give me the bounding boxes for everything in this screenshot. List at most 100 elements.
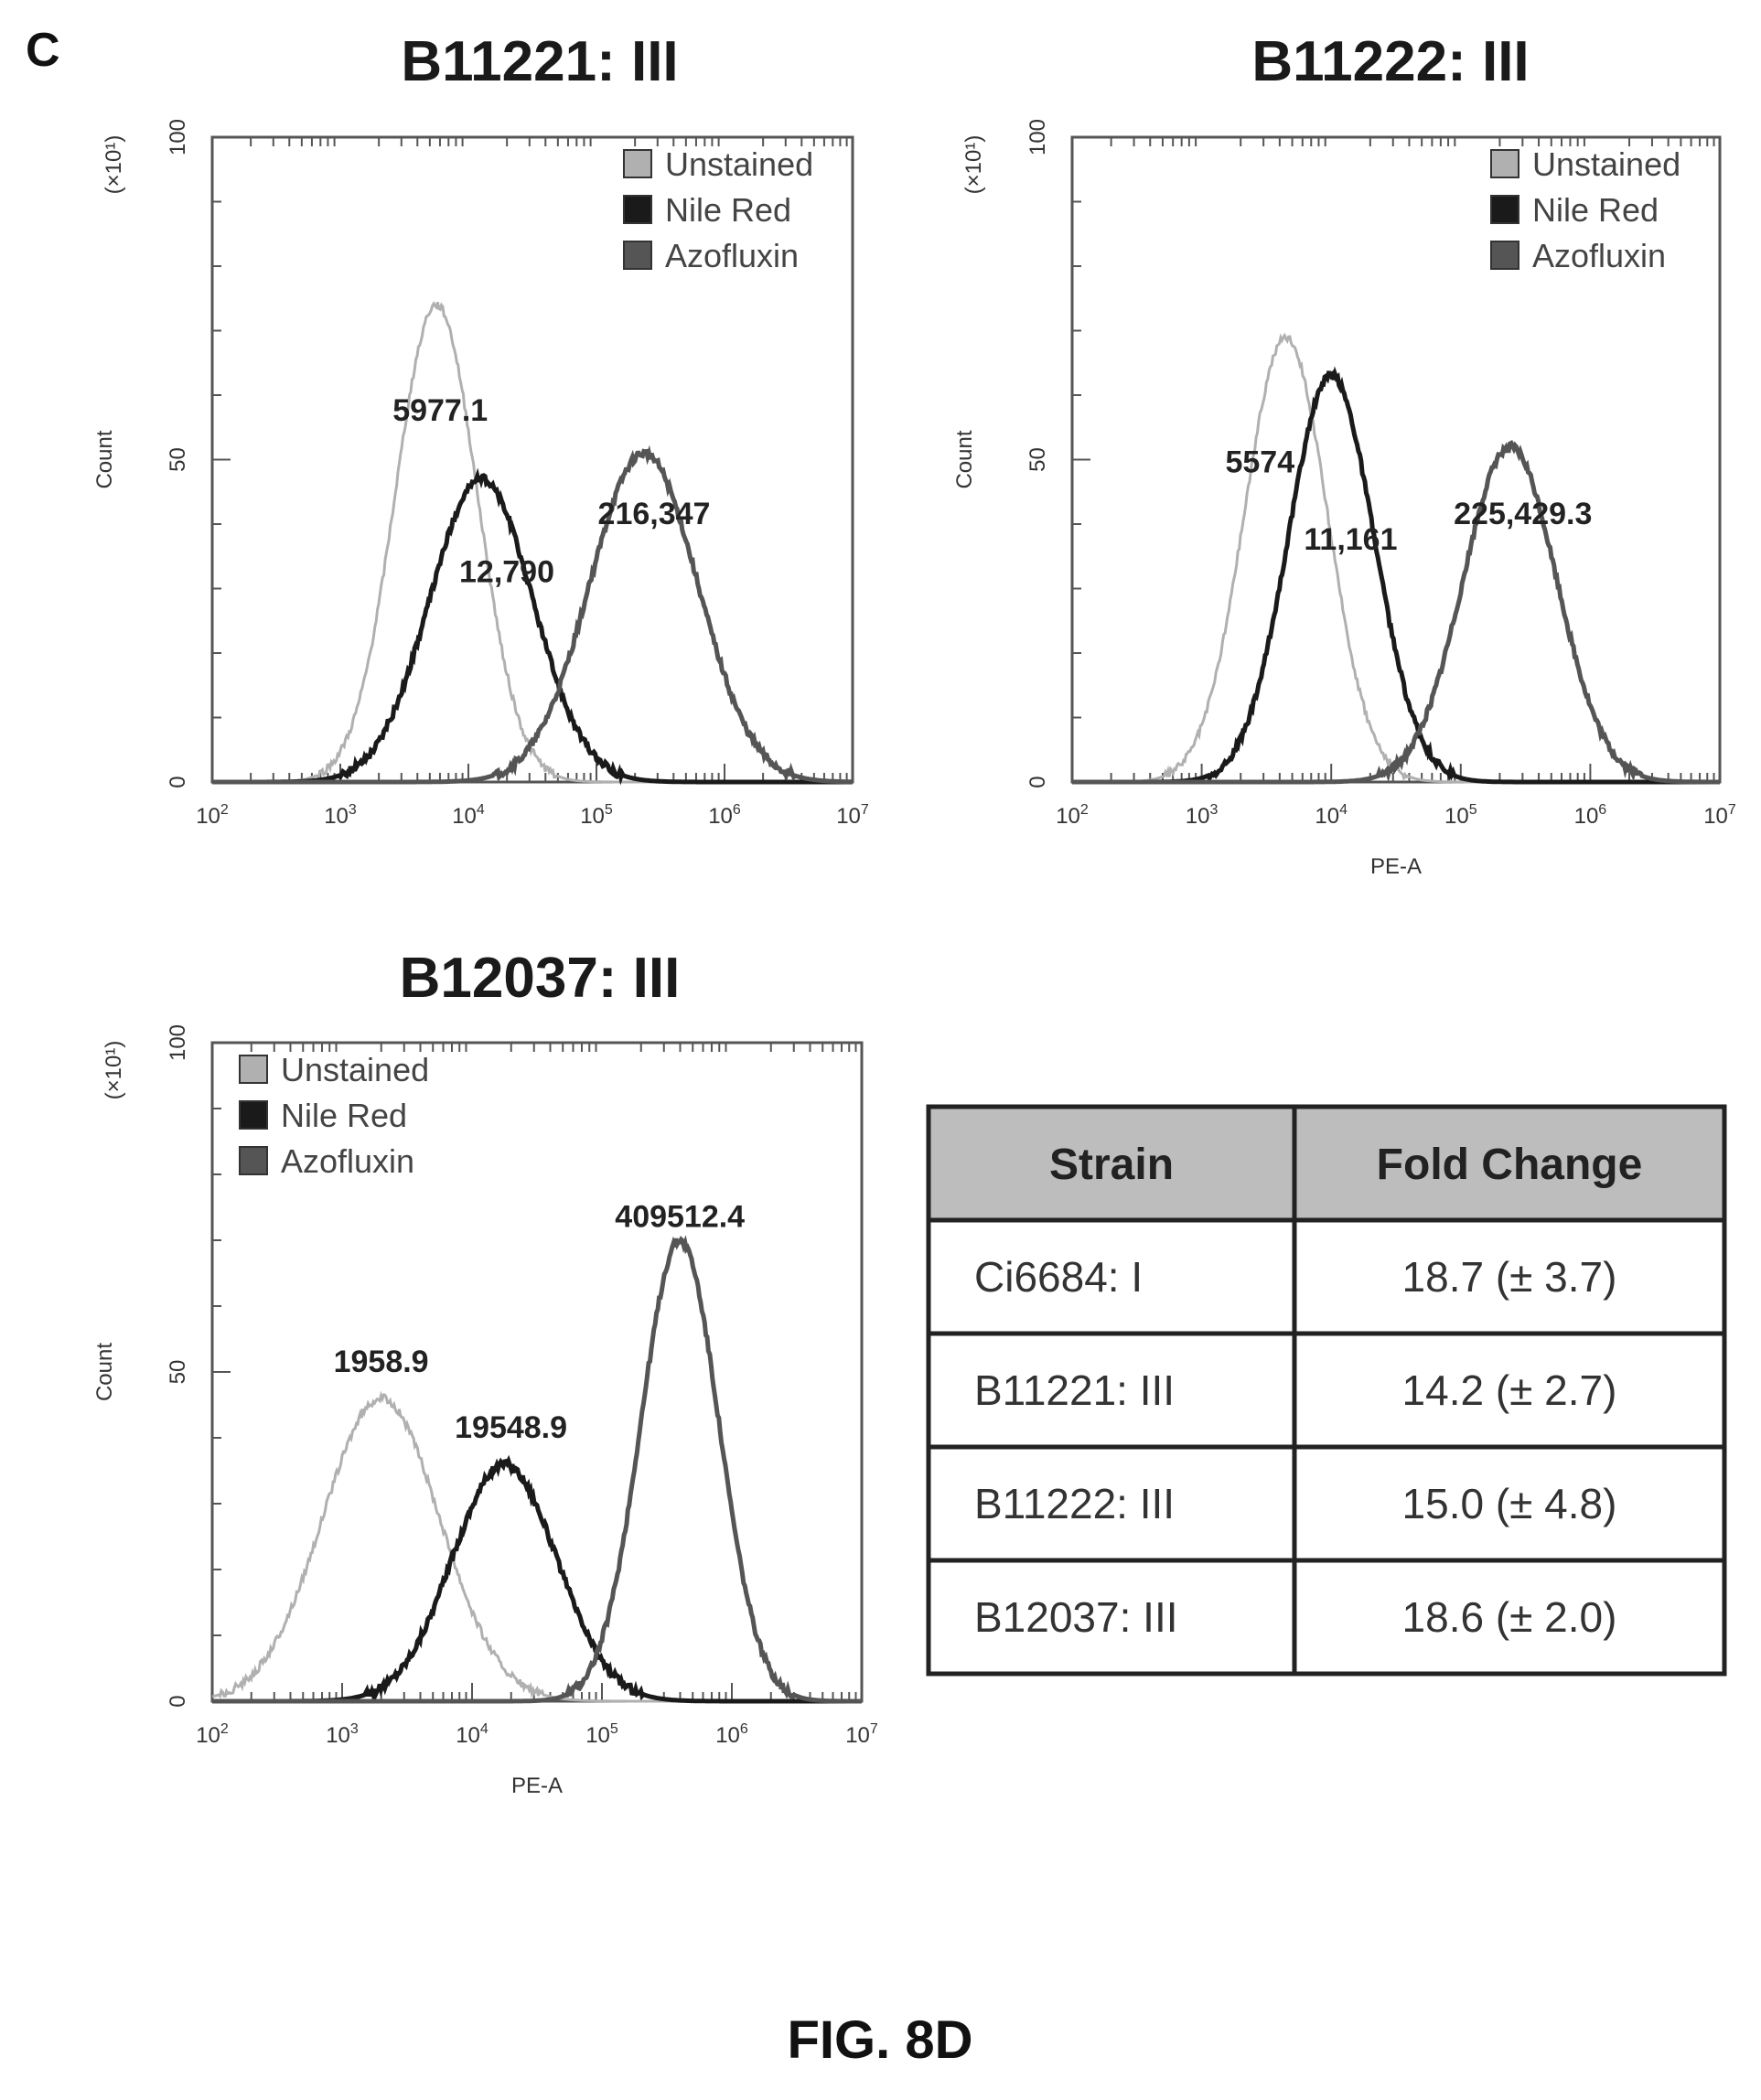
x-tick-label: 106	[1574, 802, 1607, 829]
y-tick-label: 0	[1025, 776, 1050, 788]
x-tick-base: 10	[845, 1723, 870, 1748]
x-tick-label: 107	[836, 802, 869, 829]
x-tick-label: 103	[324, 802, 357, 829]
x-tick-base: 10	[1703, 804, 1728, 829]
peak-label: 216,347	[598, 497, 711, 531]
legend-entry: Nile Red	[1532, 191, 1659, 229]
table-cell: 18.7 (± 3.7)	[1402, 1253, 1617, 1301]
x-tick-exponent: 2	[1080, 802, 1089, 818]
series-unstained	[1072, 332, 1720, 784]
x-tick-base: 10	[456, 1723, 480, 1748]
y-tick-label: 100	[1025, 119, 1050, 155]
peak-label: 19548.9	[455, 1410, 567, 1445]
x-tick-base: 10	[836, 804, 861, 829]
plot-frame	[210, 1041, 864, 1703]
y-axis-label: Count	[92, 430, 117, 488]
x-tick-exponent: 7	[870, 1721, 878, 1737]
x-minor-ticks	[212, 1043, 857, 1701]
x-tick-label: 104	[1315, 802, 1348, 829]
x-tick-exponent: 5	[1469, 802, 1477, 818]
legend-swatch	[1490, 149, 1519, 178]
x-tick-exponent: 6	[733, 802, 741, 818]
y-scale-label: (×10¹)	[102, 1041, 126, 1100]
table-header-cell: Fold Change	[1377, 1141, 1643, 1189]
x-tick-label: 104	[456, 1721, 489, 1748]
x-tick-base: 10	[1444, 804, 1469, 829]
y-tick-label: 50	[166, 1360, 190, 1385]
x-tick-label: 102	[196, 802, 229, 829]
x-tick-base: 10	[708, 804, 733, 829]
legend-swatch	[239, 1055, 268, 1084]
legend-entry: Azofluxin	[1532, 237, 1666, 274]
chart-title: B11222: III	[1251, 30, 1529, 93]
x-axis-label: PE-A	[511, 1773, 563, 1798]
legend-swatch	[623, 149, 652, 178]
legend-swatch	[239, 1146, 268, 1175]
table-cell: B11221: III	[974, 1366, 1175, 1414]
x-tick-base: 10	[196, 804, 220, 829]
legend-entry: Nile Red	[281, 1097, 407, 1134]
x-tick-label: 103	[1186, 802, 1219, 829]
x-tick-label: 102	[196, 1721, 229, 1748]
series-nile-red	[212, 467, 853, 786]
legend-entry: Unstained	[1532, 145, 1680, 183]
table-header-bg	[929, 1107, 1724, 1220]
x-tick-exponent: 5	[610, 1721, 618, 1737]
table-cell: B11222: III	[974, 1480, 1175, 1527]
y-scale-label: (×10¹)	[102, 135, 126, 195]
x-tick-exponent: 7	[861, 802, 869, 818]
peak-label: 5977.1	[392, 393, 488, 428]
peak-label: 12,790	[459, 554, 554, 589]
x-tick-label: 105	[1444, 802, 1477, 829]
x-tick-base: 10	[580, 804, 605, 829]
fold-change-table: Strain Fold Change Ci6684: I 18.7 (± 3.7) B1…	[926, 1104, 1727, 1677]
x-tick-exponent: 2	[220, 802, 229, 818]
y-tick-label: 50	[166, 447, 190, 472]
y-tick-label: 0	[166, 776, 190, 788]
peak-label: 5574	[1225, 445, 1294, 480]
legend-entry: Azofluxin	[665, 237, 799, 274]
x-tick-label: 107	[845, 1721, 878, 1748]
x-tick-exponent: 6	[740, 1721, 748, 1737]
legend-swatch	[239, 1100, 268, 1130]
x-tick-base: 10	[1186, 804, 1210, 829]
table-header-cell: Strain	[1049, 1141, 1174, 1189]
x-tick-exponent: 6	[1598, 802, 1606, 818]
x-tick-exponent: 3	[1209, 802, 1218, 818]
y-scale-label: (×10¹)	[961, 135, 986, 195]
x-tick-base: 10	[324, 804, 349, 829]
x-tick-base: 10	[585, 1723, 610, 1748]
legend-entry: Nile Red	[665, 191, 791, 229]
y-tick-label: 100	[166, 119, 190, 155]
table-border	[926, 1104, 1727, 1677]
x-minor-ticks	[212, 137, 848, 782]
x-tick-exponent: 7	[1728, 802, 1736, 818]
x-tick-label: 107	[1703, 802, 1736, 829]
y-tick-label: 50	[1025, 447, 1050, 472]
y-axis-label: Count	[952, 430, 977, 488]
x-tick-base: 10	[452, 804, 477, 829]
legend-entry: Unstained	[281, 1051, 429, 1088]
peak-label: 1958.9	[334, 1345, 429, 1379]
legend-entry: Unstained	[665, 145, 813, 183]
series-nile-red	[212, 1454, 862, 1704]
table-cell: B12037: III	[974, 1593, 1178, 1641]
x-tick-base: 10	[326, 1723, 350, 1748]
figure-caption: FIG. 8D	[787, 2010, 972, 2070]
x-tick-exponent: 2	[220, 1721, 229, 1737]
x-tick-label: 105	[580, 802, 613, 829]
table-cell: 14.2 (± 2.7)	[1402, 1366, 1617, 1414]
panel-letter: C	[26, 24, 60, 77]
x-tick-label: 104	[452, 802, 485, 829]
x-tick-label: 103	[326, 1721, 359, 1748]
peak-label: 409512.4	[615, 1200, 745, 1235]
x-tick-exponent: 5	[605, 802, 613, 818]
chart-title: B11221: III	[401, 30, 678, 93]
series-nile-red	[1072, 366, 1720, 785]
y-tick-label: 100	[166, 1024, 190, 1061]
x-axis-label: PE-A	[1370, 854, 1422, 879]
x-tick-label: 106	[708, 802, 741, 829]
